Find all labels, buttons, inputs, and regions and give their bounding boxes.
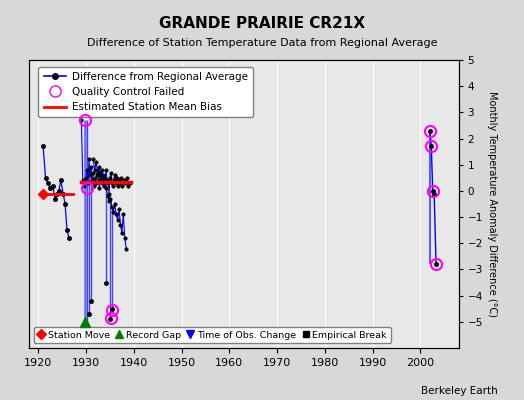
Text: Difference of Station Temperature Data from Regional Average: Difference of Station Temperature Data f… bbox=[87, 38, 437, 48]
Y-axis label: Monthly Temperature Anomaly Difference (°C): Monthly Temperature Anomaly Difference (… bbox=[487, 91, 497, 317]
Text: GRANDE PRAIRIE CR21X: GRANDE PRAIRIE CR21X bbox=[159, 16, 365, 31]
Legend: Station Move, Record Gap, Time of Obs. Change, Empirical Break: Station Move, Record Gap, Time of Obs. C… bbox=[34, 327, 390, 343]
Text: Berkeley Earth: Berkeley Earth bbox=[421, 386, 498, 396]
